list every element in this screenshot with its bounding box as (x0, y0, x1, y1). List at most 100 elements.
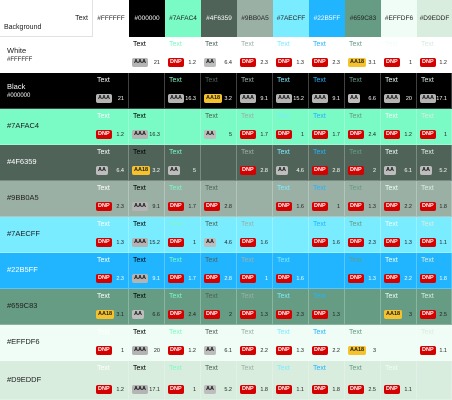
contrast-ratio: 3.2 (152, 168, 160, 174)
row-header-22b5ff: #22B5FF (0, 253, 93, 289)
row-name: #EFFDF6 (7, 337, 40, 346)
sample-text: Text (205, 221, 218, 228)
rating-badge: DNP (96, 346, 112, 355)
contrast-cell: Text AA 4.6 (273, 145, 309, 181)
contrast-cell: Text DNP 2.8 (237, 145, 273, 181)
rating-badge: AAA (312, 94, 328, 103)
row-hex: #000000 (7, 93, 31, 99)
column-header-7afac4: #7AFAC4 (165, 0, 201, 37)
row-header-7aecff: #7AECFF (0, 217, 93, 253)
sample-text: Text (421, 293, 434, 300)
contrast-ratio: 6.6 (152, 312, 160, 318)
sample-text: Text (205, 113, 218, 120)
rating-badge: DNP (240, 274, 256, 283)
sample-text: Text (169, 77, 182, 84)
rating-badge: DNP (312, 130, 328, 139)
sample-text: Text (169, 185, 182, 192)
row-header-d9eddf: #D9EDDF (0, 361, 93, 400)
contrast-cell: Text DNP 2.4 (165, 289, 201, 325)
rating-badge: DNP (96, 130, 112, 139)
rating-badge: DNP (96, 385, 112, 394)
rating-badge: DNP (420, 58, 436, 67)
contrast-ratio: 2 (372, 168, 376, 174)
contrast-ratio: 1 (300, 132, 304, 138)
sample-text: Text (349, 221, 362, 228)
sample-text: Text (97, 185, 110, 192)
contrast-cell: Text DNP 1.1 (381, 361, 417, 400)
column-header-4f6359: #4F6359 (201, 0, 237, 37)
contrast-ratio: 2.4 (188, 312, 196, 318)
contrast-cell: Text DNP 1 (273, 109, 309, 145)
contrast-cell: Text AA 6.4 (201, 37, 237, 73)
contrast-ratio: 1.3 (116, 240, 124, 246)
sample-text: Text (421, 257, 434, 264)
contrast-ratio: 1 (264, 276, 268, 282)
contrast-ratio: 1 (336, 204, 340, 210)
contrast-cell: Text AAA 9.1 (237, 73, 273, 109)
sample-text: Text (313, 77, 326, 84)
contrast-cell: Text DNP 2.5 (417, 289, 452, 325)
contrast-cell: Text DNP 2 (345, 145, 381, 181)
contrast-cell: Text AA18 3.1 (345, 37, 381, 73)
sample-text: Text (133, 41, 146, 48)
sample-text: Text (313, 221, 326, 228)
contrast-cell: Text DNP 1.3 (381, 217, 417, 253)
contrast-ratio: 9.1 (260, 96, 268, 102)
rating-badge: DNP (276, 346, 292, 355)
sample-text: Text (385, 293, 398, 300)
contrast-ratio: 6.1 (224, 348, 232, 354)
sample-text: Text (241, 41, 254, 48)
contrast-ratio: 2.3 (296, 312, 304, 318)
rating-badge: AAA (240, 94, 256, 103)
sample-text: Text (205, 185, 218, 192)
contrast-ratio: 6.4 (224, 60, 232, 66)
rating-badge: AA18 (348, 58, 367, 67)
contrast-cell: Text DNP 2.3 (309, 37, 345, 73)
rating-badge: DNP (204, 274, 220, 283)
contrast-ratio: 9.1 (152, 204, 160, 210)
rating-badge: AA (96, 166, 108, 175)
contrast-ratio: 4.6 (224, 240, 232, 246)
contrast-cell: Text AAA 21 (129, 37, 165, 73)
contrast-cell (381, 325, 417, 361)
sample-text: Text (313, 113, 326, 120)
row-header-9bb0a5: #9BB0A5 (0, 181, 93, 217)
sample-text: Text (169, 41, 182, 48)
sample-text: Text (349, 77, 362, 84)
contrast-ratio: 5.2 (439, 168, 447, 174)
contrast-cell: Text DNP 1.1 (417, 325, 452, 361)
contrast-ratio: 1.7 (332, 132, 340, 138)
contrast-ratio: 15.2 (149, 240, 160, 246)
contrast-ratio: 1.2 (439, 60, 447, 66)
contrast-ratio: 2.3 (116, 276, 124, 282)
rating-badge: AAA (132, 202, 148, 211)
sample-text: Text (169, 293, 182, 300)
rating-badge: AA (168, 166, 180, 175)
sample-text: Text (385, 77, 398, 84)
rating-badge: DNP (96, 202, 112, 211)
contrast-ratio: 3 (372, 348, 376, 354)
sample-text: Text (133, 365, 146, 372)
rating-badge: AA (420, 166, 432, 175)
sample-text: Text (421, 149, 434, 156)
contrast-cell (273, 217, 309, 253)
contrast-cell (129, 73, 165, 109)
contrast-ratio: 3.2 (224, 96, 232, 102)
contrast-cell: Text DNP 2.2 (237, 325, 273, 361)
contrast-ratio: 1.6 (332, 240, 340, 246)
rating-badge: AAA (132, 346, 148, 355)
contrast-cell: Text DNP 1.7 (309, 109, 345, 145)
rating-badge: DNP (240, 130, 256, 139)
contrast-ratio: 2.3 (332, 60, 340, 66)
rating-badge: DNP (96, 274, 112, 283)
rating-badge: DNP (276, 58, 292, 67)
contrast-ratio: 2 (228, 312, 232, 318)
sample-text: Text (97, 365, 110, 372)
rating-badge: DNP (348, 385, 364, 394)
sample-text: Text (97, 113, 110, 120)
contrast-ratio: 1.7 (188, 204, 196, 210)
contrast-cell: Text DNP 2.3 (93, 181, 129, 217)
contrast-ratio: 1.2 (404, 132, 412, 138)
rating-badge: DNP (384, 202, 400, 211)
rating-badge: DNP (348, 202, 364, 211)
